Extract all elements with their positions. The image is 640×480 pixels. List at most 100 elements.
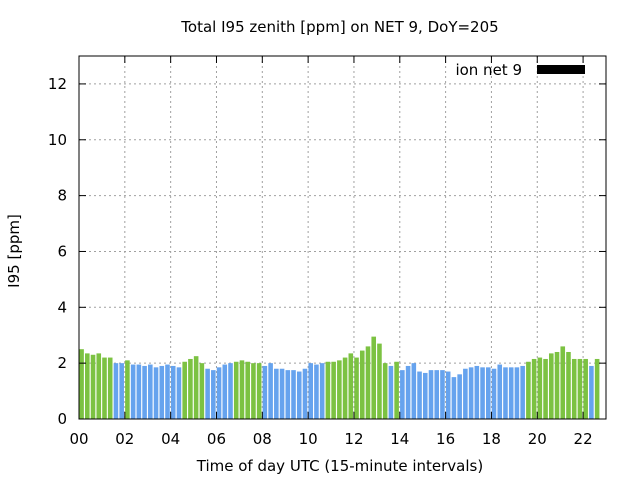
y-tick-label: 6 (57, 242, 67, 260)
bar (400, 370, 405, 419)
bar (468, 367, 474, 419)
bar (325, 361, 331, 419)
bar (543, 358, 548, 419)
x-tick-label: 22 (574, 430, 593, 448)
bar (199, 363, 205, 419)
bar (165, 364, 170, 419)
legend-label: ion net 9 (455, 61, 522, 79)
bar (308, 363, 313, 419)
bar (428, 370, 434, 419)
bar (365, 346, 371, 419)
bar (405, 365, 411, 419)
bar (245, 361, 250, 419)
bar (113, 363, 119, 419)
bar (503, 367, 508, 419)
y-tick-label: 0 (57, 410, 67, 428)
bar (549, 353, 554, 419)
bar (485, 367, 491, 419)
bars (79, 336, 600, 419)
bar (554, 351, 560, 419)
bar (228, 363, 233, 419)
bar (119, 363, 124, 419)
x-tick-label: 20 (528, 430, 547, 448)
bar (422, 372, 428, 419)
bar (79, 349, 84, 419)
y-tick-label: 2 (57, 354, 67, 372)
bar (514, 367, 520, 419)
y-tick-label: 8 (57, 187, 67, 205)
bar (474, 365, 480, 419)
x-tick-label: 18 (482, 430, 501, 448)
bar (342, 357, 348, 419)
bar (520, 365, 525, 419)
bar (434, 370, 440, 419)
bar (480, 367, 485, 419)
y-tick-labels: 0 2 4 6 8 10 12 (48, 75, 67, 428)
x-tick-label: 02 (115, 430, 134, 448)
bar (170, 365, 176, 419)
bar (148, 364, 153, 419)
bar (182, 361, 187, 419)
x-axis-label: Time of day UTC (15-minute intervals) (196, 457, 483, 475)
x-tick-label: 04 (161, 430, 180, 448)
bar (268, 363, 273, 419)
bar (314, 364, 319, 419)
bar (85, 353, 90, 419)
bar (491, 368, 497, 419)
x-tick-label: 10 (299, 430, 318, 448)
bar (537, 357, 543, 419)
bar (354, 357, 359, 419)
x-tick-label: 06 (207, 430, 226, 448)
bar (130, 364, 136, 419)
bar (188, 358, 193, 419)
y-tick-label: 4 (57, 298, 67, 316)
bar (233, 361, 239, 419)
bar (508, 367, 514, 419)
bar (417, 371, 422, 419)
bar (319, 363, 325, 419)
bar (560, 346, 566, 419)
bar (359, 350, 365, 419)
bar (159, 365, 165, 419)
bar (348, 353, 354, 419)
bar (411, 363, 417, 419)
x-tick-label: 08 (253, 430, 272, 448)
y-axis-label: I95 [ppm] (5, 214, 23, 288)
bar (463, 368, 468, 419)
bar (457, 374, 462, 419)
bar (291, 370, 296, 419)
bar (136, 364, 142, 419)
bar (377, 343, 382, 419)
bar (125, 360, 130, 419)
grid-lines (79, 56, 606, 419)
bar (296, 371, 302, 419)
bar (222, 364, 228, 419)
bar (531, 358, 537, 419)
bar (211, 370, 216, 419)
x-tick-label: 14 (390, 430, 409, 448)
bar (102, 357, 107, 419)
legend: ion net 9 (455, 61, 585, 79)
axis-ticks (78, 56, 606, 420)
bar (594, 358, 600, 419)
bar (193, 356, 199, 419)
bar (251, 363, 256, 419)
bar (394, 361, 399, 419)
bar (331, 361, 336, 419)
bar (107, 357, 113, 419)
bar (96, 353, 102, 419)
bar (382, 363, 388, 419)
chart-title: Total I95 zenith [ppm] on NET 9, DoY=205 (180, 18, 498, 36)
bar (577, 358, 583, 419)
bar (388, 365, 394, 419)
bar (239, 360, 245, 419)
x-tick-labels: 00 02 04 06 08 10 12 14 16 18 20 22 (69, 430, 592, 448)
bar (205, 368, 210, 419)
bar (274, 368, 279, 419)
bar (337, 360, 342, 419)
bar (526, 361, 531, 419)
bar (256, 363, 262, 419)
x-tick-label: 00 (69, 430, 88, 448)
bar (90, 354, 96, 419)
